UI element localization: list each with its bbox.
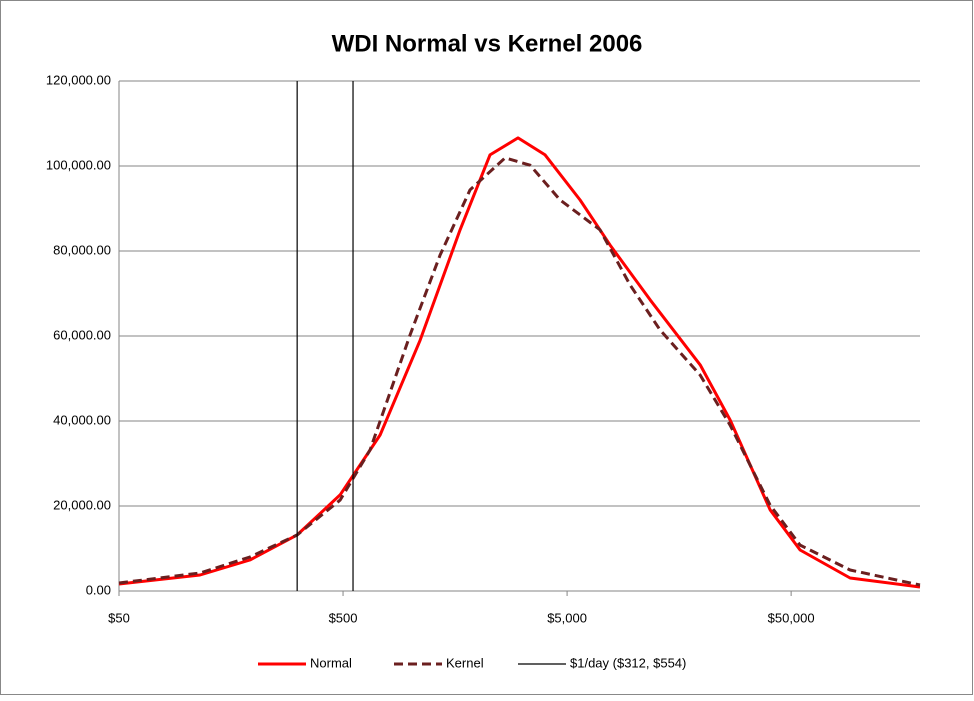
y-tick-label: 60,000.00 xyxy=(53,327,111,342)
y-tick-label: 120,000.00 xyxy=(46,72,111,87)
series-line xyxy=(118,136,921,589)
legend-label: Kernel xyxy=(446,655,484,670)
x-tick-label: $50 xyxy=(108,610,130,625)
legend-label: Normal xyxy=(310,655,352,670)
legend-label: $1/day ($312, $554) xyxy=(570,655,686,670)
x-tick-label: $50,000 xyxy=(768,610,815,625)
chart-title: WDI Normal vs Kernel 2006 xyxy=(332,30,643,57)
y-tick-label: 40,000.00 xyxy=(53,412,111,427)
y-tick-label: 0.00 xyxy=(86,582,111,597)
x-tick-label: $5,000 xyxy=(547,610,587,625)
y-tick-label: 20,000.00 xyxy=(53,497,111,512)
y-tick-label: 100,000.00 xyxy=(46,157,111,172)
x-tick-label: $500 xyxy=(329,610,358,625)
y-tick-label: 80,000.00 xyxy=(53,242,111,257)
series-line xyxy=(118,156,921,587)
